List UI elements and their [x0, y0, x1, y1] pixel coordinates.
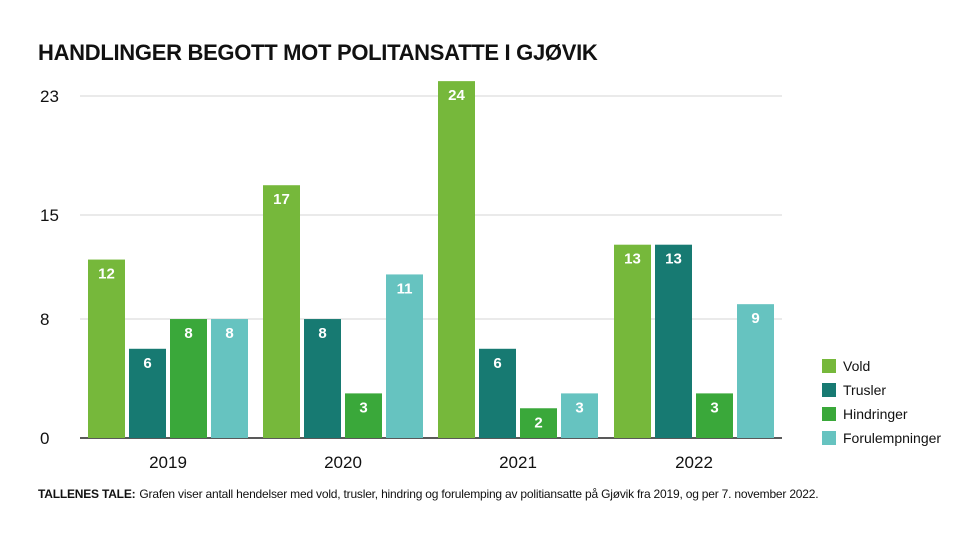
legend-swatch — [822, 431, 836, 445]
bar-value-label: 8 — [184, 325, 192, 342]
bar-trusler-2020 — [304, 319, 341, 438]
bar-hindringer-2020 — [345, 393, 382, 438]
bar-trusler-2022 — [655, 244, 692, 438]
caption: TALLENES TALE: Grafen viser antall hendel… — [38, 487, 819, 501]
bar-labels: 12 6 8 8 17 8 3 11 24 6 2 3 13 13 3 9 — [98, 87, 760, 431]
legend-swatch — [822, 359, 836, 373]
y-tick-label: 15 — [40, 206, 59, 225]
bar-value-label: 8 — [225, 325, 233, 342]
legend-label: Vold — [843, 358, 871, 374]
bar-vold-2021 — [438, 81, 475, 438]
legend-swatch — [822, 407, 836, 421]
bar-hindringer-2022 — [696, 393, 733, 438]
legend-label: Forulempninger — [843, 430, 942, 446]
x-tick-label: 2019 — [149, 453, 187, 472]
legend-label: Trusler — [843, 382, 887, 398]
bar-value-label: 11 — [397, 280, 413, 297]
bar-value-label: 3 — [359, 399, 367, 416]
legend-label: Hindringer — [843, 406, 908, 422]
bar-hindringer-2019 — [170, 319, 207, 438]
bar-vold-2020 — [263, 185, 300, 438]
bar-vold-2022 — [614, 244, 651, 438]
x-axis-labels: 2019 2020 2021 2022 — [149, 453, 713, 472]
legend: Vold Trusler Hindringer Forulempninger — [822, 354, 941, 450]
legend-swatch — [822, 383, 836, 397]
bars — [88, 81, 774, 438]
bar-value-label: 9 — [751, 310, 759, 327]
chart-title: HANDLINGER BEGOTT MOT POLITANSATTE I GJØ… — [38, 40, 598, 65]
x-tick-label: 2020 — [324, 453, 362, 472]
bar-value-label: 3 — [710, 399, 718, 416]
y-tick-label: 8 — [40, 310, 49, 329]
caption-text: Grafen viser antall hendelser med vold, … — [139, 487, 819, 501]
bar-value-label: 17 — [273, 191, 290, 208]
x-tick-label: 2021 — [499, 453, 537, 472]
y-axis-ticks: 0 8 15 23 — [40, 87, 59, 448]
y-tick-label: 0 — [40, 429, 49, 448]
x-tick-label: 2022 — [675, 453, 713, 472]
bar-value-label: 2 — [534, 414, 542, 431]
bar-value-label: 6 — [143, 355, 151, 372]
bar-forulempninger-2022 — [737, 304, 774, 438]
bar-forulempninger-2019 — [211, 319, 248, 438]
legend-item-trusler: Trusler — [822, 378, 941, 402]
legend-item-forulempninger: Forulempninger — [822, 426, 941, 450]
bar-vold-2019 — [88, 259, 125, 438]
bar-trusler-2019 — [129, 348, 166, 438]
bar-value-label: 6 — [493, 355, 501, 372]
bar-value-label: 13 — [624, 251, 641, 268]
legend-item-vold: Vold — [822, 354, 941, 378]
bar-forulempninger-2021 — [561, 393, 598, 438]
bar-value-label: 24 — [448, 87, 465, 104]
bar-value-label: 13 — [665, 251, 682, 268]
bar-value-label: 12 — [98, 266, 115, 283]
bar-forulempninger-2020 — [386, 274, 423, 438]
bar-value-label: 8 — [318, 325, 326, 342]
legend-item-hindringer: Hindringer — [822, 402, 941, 426]
bar-hindringer-2021 — [520, 408, 557, 438]
bar-value-label: 3 — [575, 399, 583, 416]
bar-trusler-2021 — [479, 348, 516, 438]
caption-label: TALLENES TALE: — [38, 487, 136, 501]
y-tick-label: 23 — [40, 87, 59, 106]
